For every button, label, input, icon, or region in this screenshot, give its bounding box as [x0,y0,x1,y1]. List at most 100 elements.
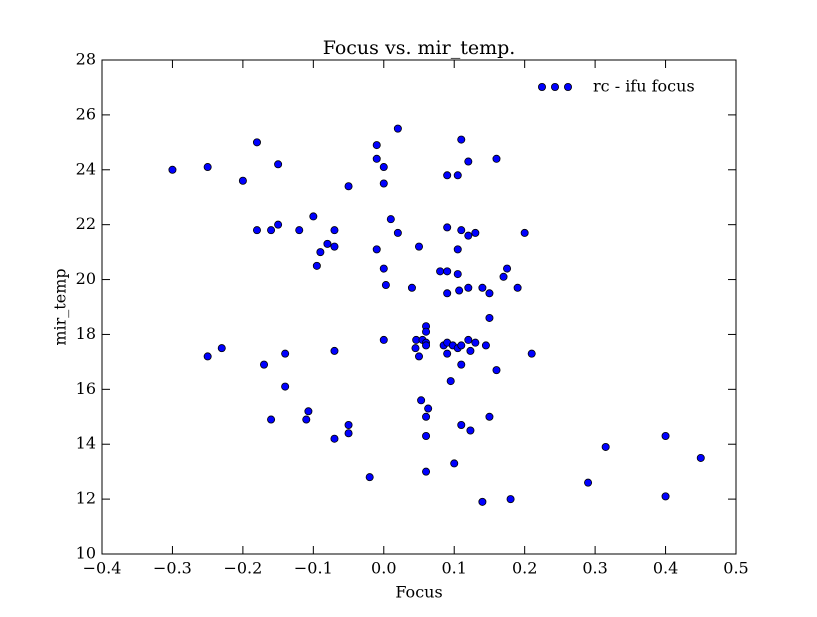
point [414,242,423,251]
point [274,160,283,169]
legend-marker [538,83,547,92]
point [661,431,670,440]
point [417,396,426,405]
point [466,426,475,435]
point [492,366,501,375]
x-tick-label: 0.2 [512,559,537,578]
point [330,434,339,443]
point [414,352,423,361]
point [464,335,473,344]
point [422,412,431,421]
y-axis-label: mir_temp [51,268,70,345]
point [455,286,464,295]
point [379,264,388,273]
point [393,228,402,237]
x-tick-label: 0.4 [653,559,678,578]
point [453,171,462,180]
point [436,267,445,276]
point [422,467,431,476]
y-tick-label: 18 [76,324,96,343]
point [372,245,381,254]
point [379,335,388,344]
point [661,492,670,501]
point [446,377,455,386]
y-tick-label: 14 [76,434,96,453]
point [422,431,431,440]
point [252,138,261,147]
point [372,141,381,150]
point [304,407,313,416]
point [365,473,374,482]
y-tick-label: 28 [76,50,96,69]
chart-title: Focus vs. mir_temp. [323,37,516,59]
point [252,226,261,235]
point [316,248,325,257]
point [492,154,501,163]
point [471,338,480,347]
point [478,497,487,506]
point [203,352,212,361]
point [466,346,475,355]
point [443,171,452,180]
point [422,327,431,336]
legend-marker [564,83,573,92]
point [217,344,226,353]
point [330,226,339,235]
point [344,429,353,438]
point [499,272,508,281]
y-tick-label: 10 [76,544,96,563]
point [281,349,290,358]
point [344,421,353,430]
x-tick-label: 0.0 [371,559,396,578]
x-axis-label: Focus [395,583,442,602]
point [464,231,473,240]
point [457,421,466,430]
point [503,264,512,273]
y-tick-label: 12 [76,489,96,508]
point [344,182,353,191]
y-tick-label: 22 [76,214,96,233]
point [379,179,388,188]
x-tick-label: −0.4 [83,559,122,578]
point [203,163,212,172]
y-tick-label: 20 [76,269,96,288]
point [520,228,529,237]
point [295,226,304,235]
point [260,360,269,369]
point [443,267,452,276]
point [464,283,473,292]
point [302,415,311,424]
point [312,261,321,270]
point [411,344,420,353]
legend-label: rc - ifu focus [593,77,695,96]
plot-frame [101,59,737,555]
point [281,382,290,391]
point [274,220,283,229]
x-tick-label: −0.1 [294,559,333,578]
point [168,165,177,174]
point [453,270,462,279]
x-tick-label: 0.5 [723,559,748,578]
point [386,215,395,224]
point [443,223,452,232]
point [485,313,494,322]
x-tick-label: 0.1 [441,559,466,578]
point [478,283,487,292]
point [513,283,522,292]
point [267,415,276,424]
x-tick-label: −0.3 [153,559,192,578]
y-tick-label: 24 [76,159,96,178]
x-tick-label: 0.3 [582,559,607,578]
point [457,360,466,369]
point [330,242,339,251]
point [443,289,452,298]
point [453,245,462,254]
y-tick-label: 16 [76,379,96,398]
point [457,341,466,350]
point [379,163,388,172]
point [330,346,339,355]
point [527,349,536,358]
point [485,289,494,298]
